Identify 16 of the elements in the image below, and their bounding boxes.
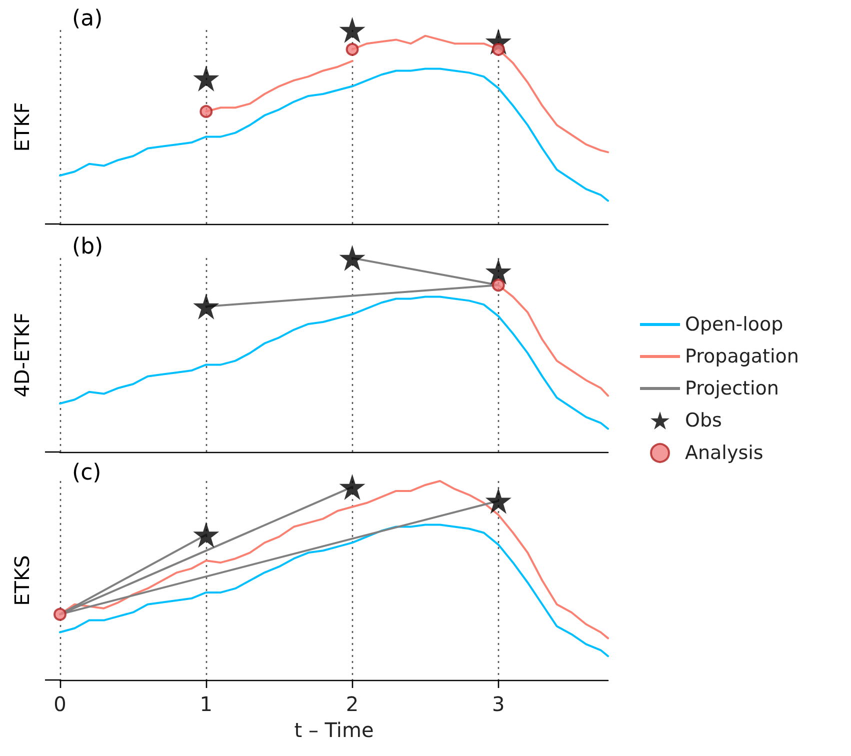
annotation: (a) (72, 6, 103, 32)
legend-label: Open-loop (685, 314, 784, 336)
y-axis-title: ETKS (10, 555, 34, 606)
y-axis-title: ETKF (10, 102, 34, 152)
x-tick-label: 0 (54, 692, 66, 716)
annotation: (b) (72, 234, 104, 260)
legend-label: Obs (685, 410, 722, 432)
legend-label: Analysis (685, 442, 764, 464)
legend-label: Projection (685, 378, 779, 400)
legend-label: Propagation (685, 346, 799, 368)
y-axis-title: 4D-ETKF (10, 312, 34, 398)
x-tick-label: 3 (492, 692, 505, 716)
x-tick-label: 1 (200, 692, 212, 716)
annotation: (c) (72, 460, 102, 486)
x-axis-title: t – Time (294, 718, 374, 742)
x-tick-label: 2 (346, 692, 359, 716)
